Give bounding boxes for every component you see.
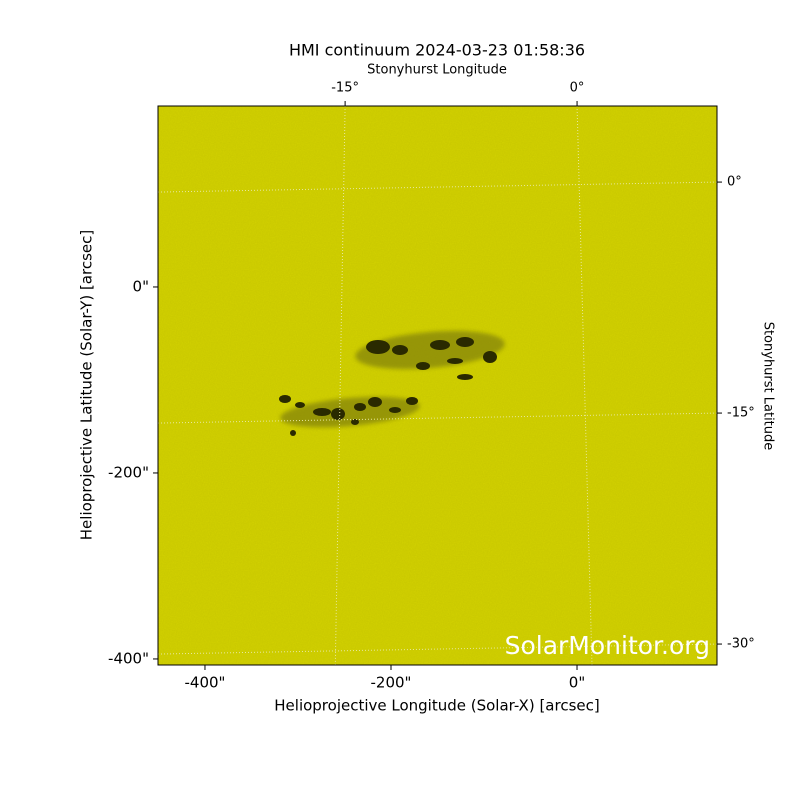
y-tick-label: 0" bbox=[133, 277, 149, 295]
y2-axis-label: Stonyhurst Latitude bbox=[761, 322, 776, 451]
x-tick-label: 0" bbox=[569, 674, 585, 692]
spot bbox=[279, 395, 291, 403]
spot bbox=[416, 362, 430, 370]
spot bbox=[483, 351, 497, 363]
grid-line bbox=[334, 106, 346, 665]
spot bbox=[313, 408, 331, 416]
spot bbox=[447, 358, 463, 364]
spot bbox=[354, 403, 366, 411]
grid-line bbox=[158, 181, 717, 193]
x2-axis-label: Stonyhurst Longitude bbox=[367, 63, 507, 78]
spot bbox=[456, 337, 474, 347]
grid-line bbox=[158, 412, 717, 424]
spot bbox=[290, 430, 296, 436]
y2-tick-label: 0° bbox=[727, 175, 742, 190]
y-tick-label: -400" bbox=[108, 649, 149, 667]
y-tick-label: -200" bbox=[108, 463, 149, 481]
x-tick-label: -400" bbox=[184, 674, 225, 692]
sunspots bbox=[279, 330, 505, 436]
grid-line bbox=[576, 106, 593, 665]
image-noise bbox=[158, 106, 717, 665]
spot bbox=[389, 407, 401, 413]
y2-tick-label: -15° bbox=[727, 406, 755, 421]
x2-tick-label: 0° bbox=[570, 81, 585, 96]
spot bbox=[351, 419, 359, 425]
spot bbox=[368, 397, 382, 407]
plot-frame bbox=[157, 105, 718, 666]
y2-tick-label: -30° bbox=[727, 637, 755, 652]
grid-line bbox=[158, 643, 717, 655]
y-axis-label: Helioprojective Latitude (Solar-Y) [arcs… bbox=[78, 230, 96, 540]
watermark: SolarMonitor.org bbox=[505, 631, 710, 660]
spot bbox=[430, 340, 450, 350]
spot bbox=[331, 408, 345, 420]
x-tick-label: -200" bbox=[371, 674, 412, 692]
x2-tick-label: -15° bbox=[331, 81, 359, 96]
chart-title: HMI continuum 2024-03-23 01:58:36 bbox=[289, 41, 585, 60]
spot bbox=[406, 397, 418, 405]
x-axis-label: Helioprojective Longitude (Solar-X) [arc… bbox=[274, 697, 599, 715]
spot bbox=[392, 345, 408, 355]
spot bbox=[295, 402, 305, 408]
spot bbox=[457, 374, 473, 380]
spot bbox=[366, 340, 390, 354]
